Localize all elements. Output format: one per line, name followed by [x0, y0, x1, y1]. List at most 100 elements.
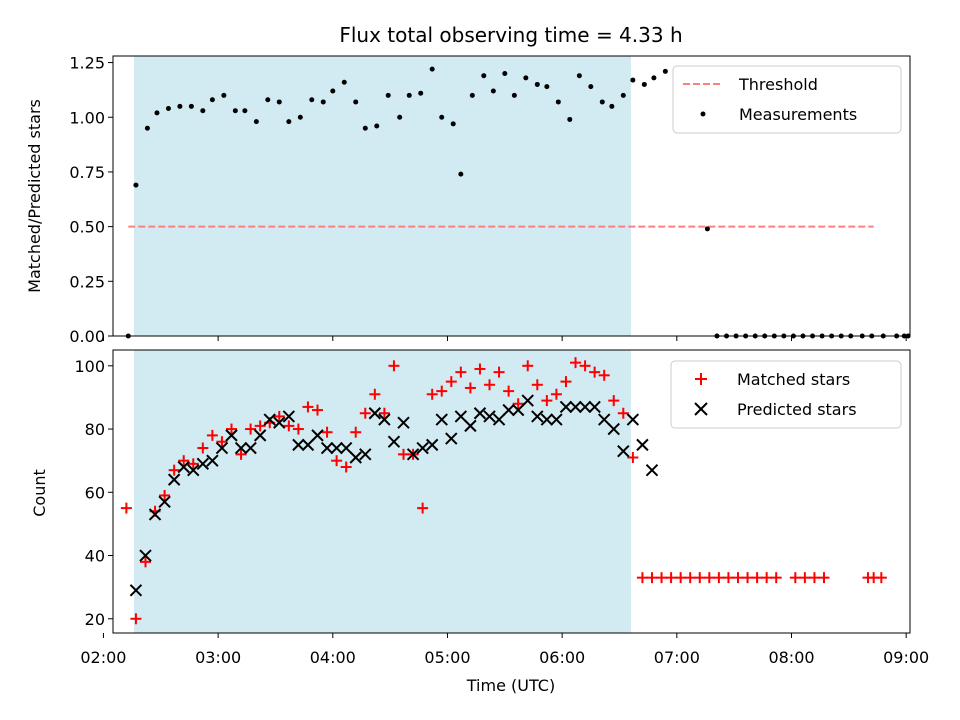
bottom-shaded-interval	[134, 350, 631, 633]
predicted-star-point	[645, 463, 659, 477]
bottom-x-ticks: 02:00 03:00 04:00 05:00 06:00 07:00 08:00 09:00	[80, 633, 929, 667]
matched-star-point	[694, 572, 706, 584]
predicted-star-point	[225, 429, 238, 442]
matched-star-point	[875, 572, 887, 584]
matched-star-point	[770, 572, 782, 584]
predicted-star-point	[139, 549, 152, 562]
matched-star-point	[761, 572, 773, 584]
predicted-star-point	[454, 410, 468, 423]
predicted-star-point	[129, 584, 143, 597]
measurement-point	[165, 106, 171, 111]
matched-star-point	[484, 379, 496, 391]
matched-star-point	[799, 572, 811, 584]
predicted-star-point	[473, 407, 487, 420]
matched-star-point	[617, 407, 629, 419]
predicted-star-point	[359, 448, 372, 461]
measurement-point	[630, 77, 636, 83]
predicted-legend-label: Predicted stars	[737, 400, 857, 419]
measurement-point	[609, 103, 615, 109]
matched-star-point	[139, 556, 151, 568]
measurement-point	[232, 108, 238, 114]
y-tick-label: 0.25	[69, 272, 105, 291]
measurement-point	[209, 97, 215, 103]
predicted-star-point	[559, 400, 573, 414]
measurement-point	[276, 99, 282, 105]
predicted-star-point	[521, 394, 534, 407]
measurement-point	[188, 103, 194, 109]
predicted-star-point	[445, 432, 458, 445]
measurement-point	[144, 125, 150, 131]
measurement-point	[297, 114, 303, 120]
x-tick-label: 05:00	[424, 648, 470, 667]
measurement-point	[599, 99, 605, 105]
matched-star-point	[378, 407, 390, 419]
top-axes-frame	[112, 55, 911, 337]
matched-star-point	[732, 572, 744, 584]
x-tick-label: 07:00	[654, 648, 700, 667]
measurement-point	[662, 68, 668, 74]
matched-star-point	[187, 458, 199, 470]
x-tick-label: 06:00	[539, 648, 585, 667]
y-tick-label: 1.25	[69, 54, 105, 73]
measurement-point	[200, 108, 206, 114]
measurement-point	[362, 125, 368, 131]
measurement-point	[341, 79, 347, 85]
predicted-star-point	[550, 413, 563, 426]
measurement-point	[286, 119, 292, 125]
measurement-point	[330, 88, 336, 94]
bottom-panel: 20 40 60 80 100 02:00 03:00 04:00 05:00 06:00 07:…	[30, 349, 929, 695]
predicted-star-point	[483, 410, 496, 423]
predicted-star-point	[435, 413, 448, 426]
measurement-point	[651, 75, 657, 81]
measurement-point	[309, 97, 315, 103]
top-y-axis-label: Matched/Predicted stars	[25, 99, 44, 293]
matched-star-point	[206, 429, 218, 441]
y-tick-label: 20	[85, 610, 105, 629]
predicted-star-point	[387, 435, 401, 448]
predicted-star-point	[263, 413, 276, 426]
bottom-y-ticks: 20 40 60 80 100	[74, 357, 113, 629]
bottom-legend-box	[670, 360, 902, 429]
matched-star-point	[570, 357, 582, 369]
predicted-star-point	[330, 441, 343, 455]
y-tick-label: 0.50	[69, 218, 105, 237]
matched-star-point	[331, 455, 343, 467]
matched-star-point	[522, 360, 534, 372]
y-tick-label: 1.00	[69, 108, 105, 127]
measurement-point	[353, 99, 359, 105]
predicted-star-point	[187, 463, 200, 477]
matched-star-point	[503, 385, 515, 397]
predicted-star-point	[416, 441, 429, 455]
matched-star-point	[742, 572, 754, 584]
predicted-star-point	[406, 448, 420, 461]
predicted-star-point	[607, 422, 620, 436]
measurement-point	[458, 171, 464, 177]
top-legend-box	[672, 65, 902, 134]
predicted-star-point	[282, 410, 296, 423]
matched-star-point	[751, 572, 763, 584]
matched-star-point	[589, 366, 601, 378]
measurement-point	[320, 99, 326, 105]
measurement-point	[418, 90, 424, 96]
matched-star-point	[235, 448, 247, 460]
matched-star-point	[560, 376, 572, 388]
predicted-star-point	[597, 413, 611, 426]
bottom-legend: Matched stars Predicted stars	[670, 360, 902, 429]
measurement-point	[620, 92, 626, 98]
matched-star-point	[722, 572, 734, 584]
y-tick-label: 0.75	[69, 163, 105, 182]
bottom-series-layer	[120, 357, 887, 625]
matched-star-point	[417, 502, 429, 514]
matched-star-point	[388, 360, 400, 372]
matched-star-point	[474, 363, 486, 375]
measurement-point	[133, 182, 139, 188]
predicted-star-point	[301, 438, 315, 452]
matched-star-point	[283, 420, 295, 432]
matched-star-point	[273, 410, 285, 422]
predicted-star-point	[273, 416, 286, 429]
predicted-star-point	[158, 495, 171, 508]
measurement-point	[523, 75, 529, 81]
matched-star-point	[321, 426, 333, 438]
predicted-star-point	[148, 508, 162, 521]
